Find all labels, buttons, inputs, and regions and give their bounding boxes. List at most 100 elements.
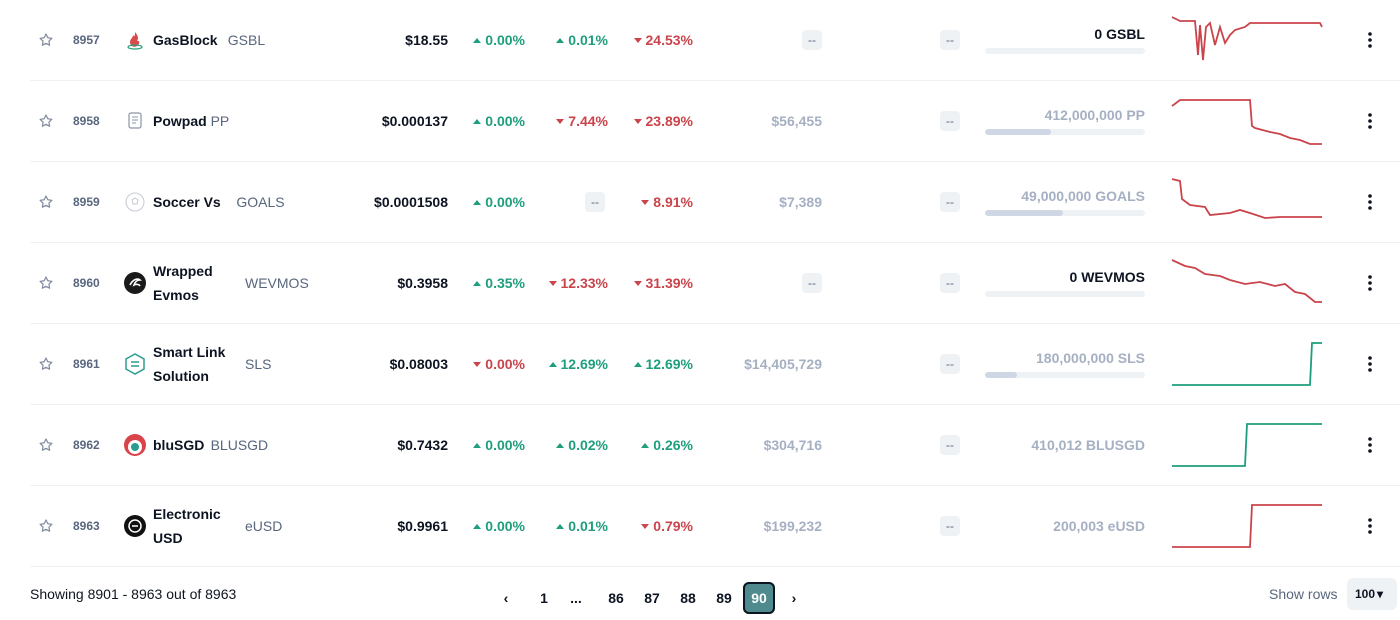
table-footer: Showing 8901 - 8963 out of 8963 ‹ 1 ... … <box>0 562 1400 620</box>
table-row[interactable]: 8961 Smart Link Solution SLS $0.08003 0.… <box>30 324 1400 405</box>
supply-progress-bar <box>985 48 1145 54</box>
coin-name[interactable]: Wrapped Evmos <box>153 263 213 303</box>
rank: 8960 <box>73 276 100 290</box>
supply-progress-fill <box>985 372 1017 378</box>
change-h24: 0.02% <box>556 437 608 453</box>
rank: 8963 <box>73 519 100 533</box>
soccer-ball-icon <box>124 191 146 213</box>
page-89[interactable]: 89 <box>716 590 732 606</box>
change-h1: 0.00% <box>473 32 525 48</box>
market-cap: $7,389 <box>779 194 822 210</box>
star-icon[interactable] <box>38 356 54 372</box>
more-options-icon[interactable] <box>1362 30 1378 50</box>
page-88[interactable]: 88 <box>680 590 696 606</box>
table-row[interactable]: 8957 GasBlock GSBL $18.55 0.00% 0.01% 24… <box>30 0 1400 81</box>
coin-symbol[interactable]: SLS <box>245 356 272 372</box>
coin-symbol[interactable]: GOALS <box>236 194 285 210</box>
coin-symbol[interactable]: GSBL <box>227 32 266 48</box>
price: $18.55 <box>405 32 448 48</box>
rank: 8961 <box>73 357 100 371</box>
page-1[interactable]: 1 <box>540 590 548 606</box>
supply-progress-bar <box>985 291 1145 297</box>
page-90-active[interactable]: 90 <box>743 582 775 614</box>
caret-up-icon <box>473 118 482 124</box>
change-h24: 0.01% <box>556 32 608 48</box>
next-page-chevron-right-icon[interactable]: › <box>791 590 797 606</box>
supply-progress-bar <box>985 129 1145 135</box>
blusgd-icon <box>124 434 146 456</box>
change-h1: 0.00% <box>473 437 525 453</box>
price: $0.08003 <box>389 356 448 372</box>
change-h1: 0.00% <box>473 194 525 210</box>
table-row[interactable]: 8960 Wrapped Evmos WEVMOS $0.3958 0.35% … <box>30 243 1400 324</box>
coin-name[interactable]: Smart Link Solution <box>153 344 226 384</box>
star-icon[interactable] <box>38 518 54 534</box>
more-options-icon[interactable] <box>1362 354 1378 374</box>
market-cap: $199,232 <box>763 518 822 534</box>
star-icon[interactable] <box>38 113 54 129</box>
change-24h: -- <box>585 192 605 212</box>
market-cap: $304,716 <box>763 437 822 453</box>
caret-up-icon <box>473 37 482 43</box>
more-options-icon[interactable] <box>1362 435 1378 455</box>
star-icon[interactable] <box>38 275 54 291</box>
rank: 8958 <box>73 114 100 128</box>
more-options-icon[interactable] <box>1362 516 1378 536</box>
page-ellipsis: ... <box>570 590 582 606</box>
coin-symbol[interactable]: eUSD <box>245 518 283 534</box>
supply-progress-bar <box>985 210 1145 216</box>
coin-name[interactable]: Powpad <box>153 113 207 129</box>
price: $0.7432 <box>397 437 448 453</box>
coin-name[interactable]: Soccer Vs <box>153 194 221 210</box>
prev-page-chevron-left-icon[interactable]: ‹ <box>503 590 509 606</box>
market-cap: -- <box>802 273 822 293</box>
star-icon[interactable] <box>38 194 54 210</box>
caret-up-icon <box>556 442 565 448</box>
change-h24: 0.01% <box>556 518 608 534</box>
more-options-icon[interactable] <box>1362 192 1378 212</box>
coin-symbol[interactable]: PP <box>210 113 230 129</box>
coin-name[interactable]: GasBlock <box>153 32 218 48</box>
crypto-table: 8957 GasBlock GSBL $18.55 0.00% 0.01% 24… <box>30 0 1400 567</box>
coin-name[interactable]: Electronic USD <box>153 506 221 546</box>
volume: -- <box>940 192 960 212</box>
coin-symbol[interactable]: WEVMOS <box>245 275 309 291</box>
caret-down-icon <box>641 199 650 205</box>
sparkline-7d <box>1172 504 1322 548</box>
coin-name[interactable]: bluSGD <box>153 437 205 453</box>
show-rows-label: Show rows <box>1269 586 1338 602</box>
change-d7: 24.53% <box>633 32 693 48</box>
star-icon[interactable] <box>38 32 54 48</box>
change-d7: 12.69% <box>633 356 693 372</box>
change-h24: 12.69% <box>548 356 608 372</box>
supply-value: 410,012 BLUSGD <box>1031 437 1145 453</box>
volume: -- <box>940 354 960 374</box>
market-cap: -- <box>802 30 822 50</box>
flame-icon <box>124 29 146 51</box>
supply-value: 200,003 eUSD <box>1053 518 1145 534</box>
market-cap: $14,405,729 <box>744 356 822 372</box>
rows-per-page-select[interactable]: 100 ▾ <box>1347 578 1397 610</box>
more-options-icon[interactable] <box>1362 111 1378 131</box>
circulating-supply: 410,012 BLUSGD <box>985 437 1145 453</box>
change-h1: 0.00% <box>473 518 525 534</box>
table-row[interactable]: 8962 bluSGD BLUSGD $0.7432 0.00% 0.02% 0… <box>30 405 1400 486</box>
star-icon[interactable] <box>38 437 54 453</box>
supply-value: 412,000,000 PP <box>1044 107 1145 123</box>
supply-progress-fill <box>985 210 1064 216</box>
coin-symbol[interactable]: BLUSGD <box>210 437 269 453</box>
table-row[interactable]: 8963 Electronic USD eUSD $0.9961 0.00% 0… <box>30 486 1400 567</box>
page-87[interactable]: 87 <box>644 590 660 606</box>
caret-down-icon <box>556 118 565 124</box>
caret-up-icon <box>556 37 565 43</box>
table-row[interactable]: 8958 Powpad PP $0.000137 0.00% 7.44% 23.… <box>30 81 1400 162</box>
page-86[interactable]: 86 <box>608 590 624 606</box>
caret-up-icon <box>473 442 482 448</box>
evmos-icon <box>124 272 146 294</box>
sparkline-7d <box>1171 259 1322 303</box>
table-row[interactable]: 8959 Soccer Vs GOALS $0.0001508 0.00% --… <box>30 162 1400 243</box>
caret-up-icon <box>556 523 565 529</box>
caret-up-icon <box>548 361 557 367</box>
more-options-icon[interactable] <box>1362 273 1378 293</box>
price: $0.0001508 <box>374 194 448 210</box>
